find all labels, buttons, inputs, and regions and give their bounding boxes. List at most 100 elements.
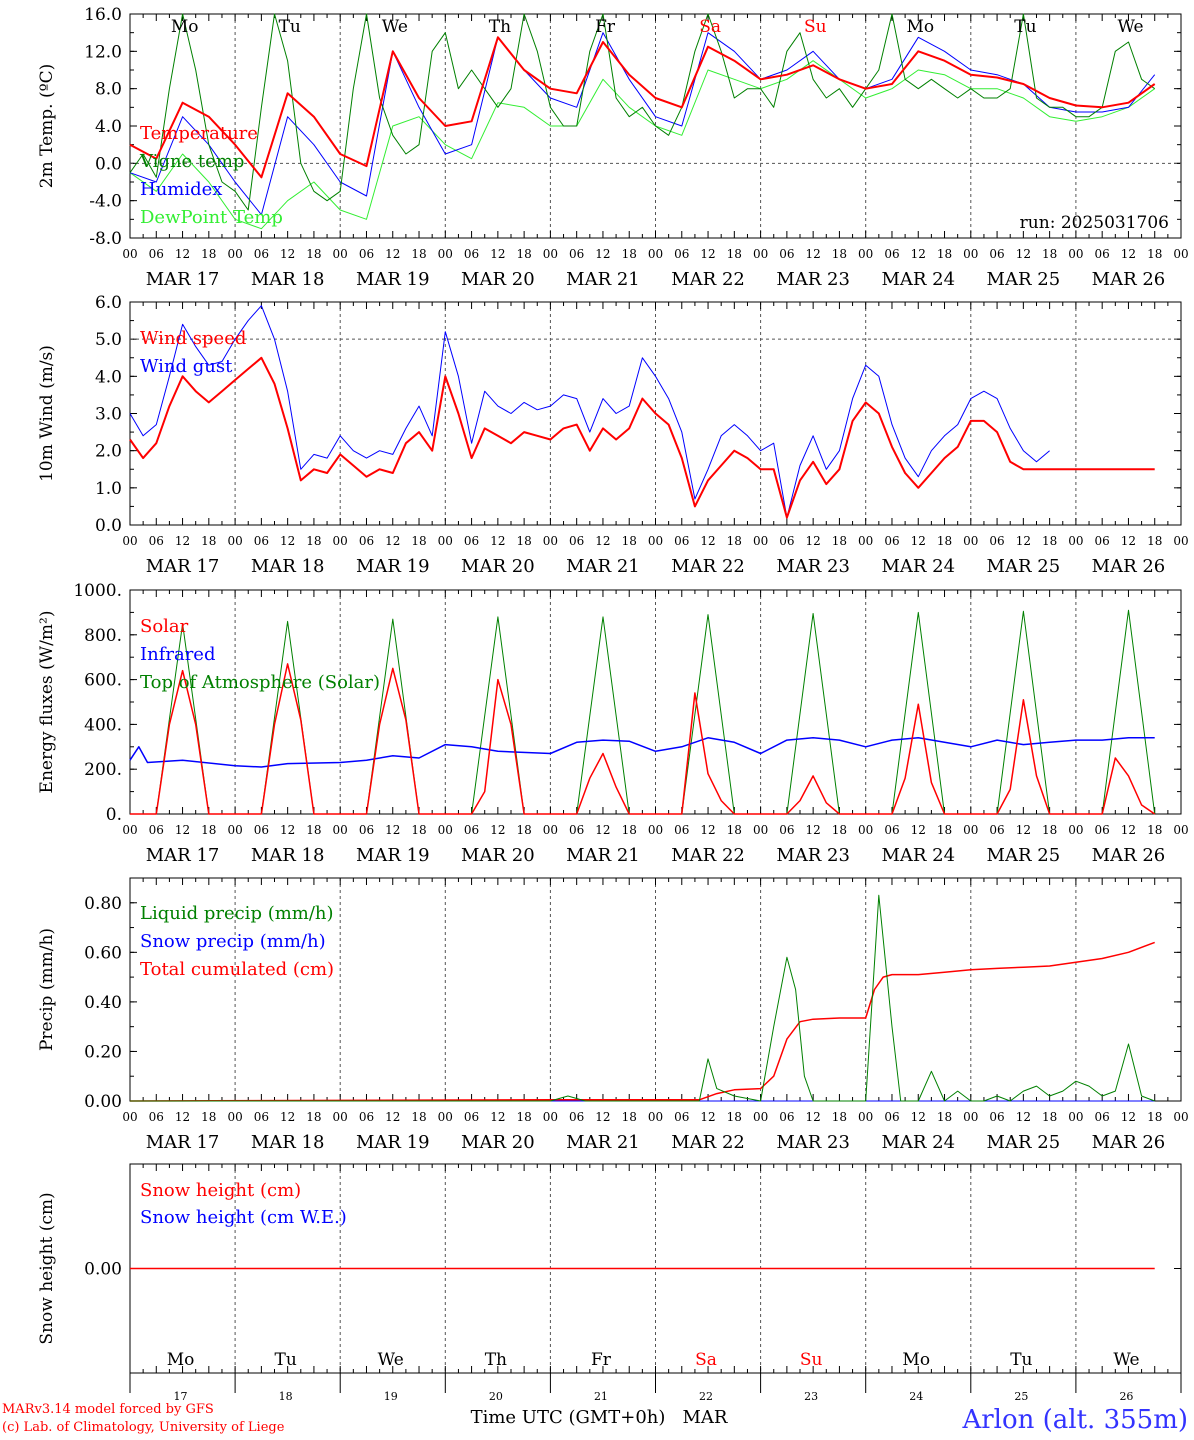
hour-label: 06 <box>674 823 689 837</box>
hour-label: 00 <box>333 247 348 261</box>
hour-label: 00 <box>753 247 768 261</box>
y-tick-label: -4.0 <box>89 192 122 212</box>
series-line-wind-speed <box>129 356 1155 519</box>
hour-label: 12 <box>911 823 926 837</box>
hour-label: 00 <box>227 534 242 548</box>
date-label: MAR 18 <box>251 1132 325 1153</box>
hour-label: 00 <box>1068 823 1083 837</box>
y-tick-label: 8.0 <box>95 80 122 100</box>
hour-label: 12 <box>1121 534 1136 548</box>
date-label: MAR 22 <box>671 845 745 866</box>
hour-label: 06 <box>464 247 479 261</box>
day-number-label: 19 <box>384 1390 398 1403</box>
hour-label: 18 <box>516 1110 531 1124</box>
date-label: MAR 18 <box>251 269 325 290</box>
hour-label: 18 <box>201 534 216 548</box>
weekday-label: Mo <box>167 1350 195 1370</box>
series-line-top-of-atmosphere-solar- <box>130 609 1156 815</box>
hour-label: 12 <box>280 1110 295 1124</box>
hour-label: 12 <box>700 534 715 548</box>
date-label: MAR 20 <box>461 556 535 577</box>
hour-label: 12 <box>280 534 295 548</box>
date-label: MAR 25 <box>987 556 1061 577</box>
y-tick-label: 600. <box>84 671 122 691</box>
hour-label: 18 <box>306 1110 321 1124</box>
hour-label: 06 <box>464 1110 479 1124</box>
hour-label: 18 <box>1042 247 1057 261</box>
y-tick-label: 4.0 <box>95 367 122 387</box>
hour-label: 00 <box>963 823 978 837</box>
hour-label: 00 <box>648 247 663 261</box>
y-tick-label: 2.0 <box>95 442 122 462</box>
hour-label: 18 <box>937 247 952 261</box>
hour-label: 00 <box>543 1110 558 1124</box>
hour-label: 00 <box>753 823 768 837</box>
date-label: MAR 24 <box>881 556 955 577</box>
hour-label: 06 <box>779 247 794 261</box>
hour-label: 06 <box>779 534 794 548</box>
date-label: MAR 17 <box>146 556 220 577</box>
date-label: MAR 24 <box>881 845 955 866</box>
legend-entry: Vigne temp <box>139 151 244 172</box>
hour-label: 12 <box>595 823 610 837</box>
y-tick-label: 0.80 <box>84 894 122 914</box>
hour-label: 06 <box>674 247 689 261</box>
date-label: MAR 17 <box>146 269 220 290</box>
legend-entry: Humidex <box>140 179 222 200</box>
date-label: MAR 22 <box>671 556 745 577</box>
hour-label: 00 <box>122 534 137 548</box>
y-tick-label: 0.60 <box>84 943 122 963</box>
hour-label: 00 <box>858 247 873 261</box>
y-axis-label: Snow height (cm) <box>37 1192 57 1344</box>
hour-label: 12 <box>1121 823 1136 837</box>
weekday-label: Mo <box>902 1350 930 1370</box>
hour-label: 00 <box>333 1110 348 1124</box>
hour-label: 00 <box>963 247 978 261</box>
hour-label: 00 <box>438 247 453 261</box>
date-label: MAR 20 <box>461 1132 535 1153</box>
day-number-label: 17 <box>174 1390 188 1403</box>
run-annotation: run: 2025031706 <box>1020 213 1169 233</box>
weekday-label: Su <box>800 1350 823 1370</box>
hour-label: 00 <box>1068 247 1083 261</box>
hour-label: 06 <box>989 1110 1004 1124</box>
hour-label: 12 <box>700 1110 715 1124</box>
y-tick-label: 16.0 <box>84 5 122 25</box>
hour-label: 18 <box>516 534 531 548</box>
hour-label: 06 <box>149 823 164 837</box>
legend-entry: Temperature <box>140 123 258 144</box>
date-label: MAR 19 <box>356 845 430 866</box>
weekday-marker: Sa <box>699 17 721 37</box>
chart-panel-2: 1000. 800. 600. 400. 200. 0. Energy fluxes (W/… <box>37 581 1189 866</box>
hour-label: 18 <box>1042 534 1057 548</box>
hour-label: 12 <box>490 823 505 837</box>
day-number-label: 18 <box>279 1390 293 1403</box>
hour-label: 12 <box>1121 1110 1136 1124</box>
legend-entry: Solar <box>140 616 189 637</box>
chart-panel-1: 6.0 5.0 4.0 3.0 2.0 1.0 0.0 10m Wind (m/s) Wind … <box>37 293 1189 577</box>
hour-label: 00 <box>438 823 453 837</box>
hour-label: 18 <box>832 1110 847 1124</box>
hour-label: 06 <box>569 823 584 837</box>
hour-label: 18 <box>832 823 847 837</box>
hour-label: 00 <box>122 247 137 261</box>
date-label: MAR 19 <box>356 1132 430 1153</box>
hour-label: 00 <box>333 534 348 548</box>
hour-label: 18 <box>937 534 952 548</box>
hour-label: 12 <box>1016 1110 1031 1124</box>
date-label: MAR 25 <box>987 1132 1061 1153</box>
weekday-label: We <box>1113 1350 1139 1370</box>
y-tick-label: 200. <box>84 760 122 780</box>
weekday-marker: Su <box>804 17 827 37</box>
hour-label: 12 <box>911 534 926 548</box>
hour-label: 00 <box>648 823 663 837</box>
hour-label: 06 <box>884 534 899 548</box>
station-label: Arlon (alt. 355m) <box>961 1405 1188 1435</box>
hour-label: 18 <box>516 247 531 261</box>
series-line-dewpoint-temp <box>129 60 1155 230</box>
y-tick-label: 1000. <box>73 581 122 601</box>
hour-label: 12 <box>175 247 190 261</box>
date-label: MAR 18 <box>251 845 325 866</box>
hour-label: 18 <box>937 1110 952 1124</box>
day-number-label: 22 <box>699 1390 713 1403</box>
